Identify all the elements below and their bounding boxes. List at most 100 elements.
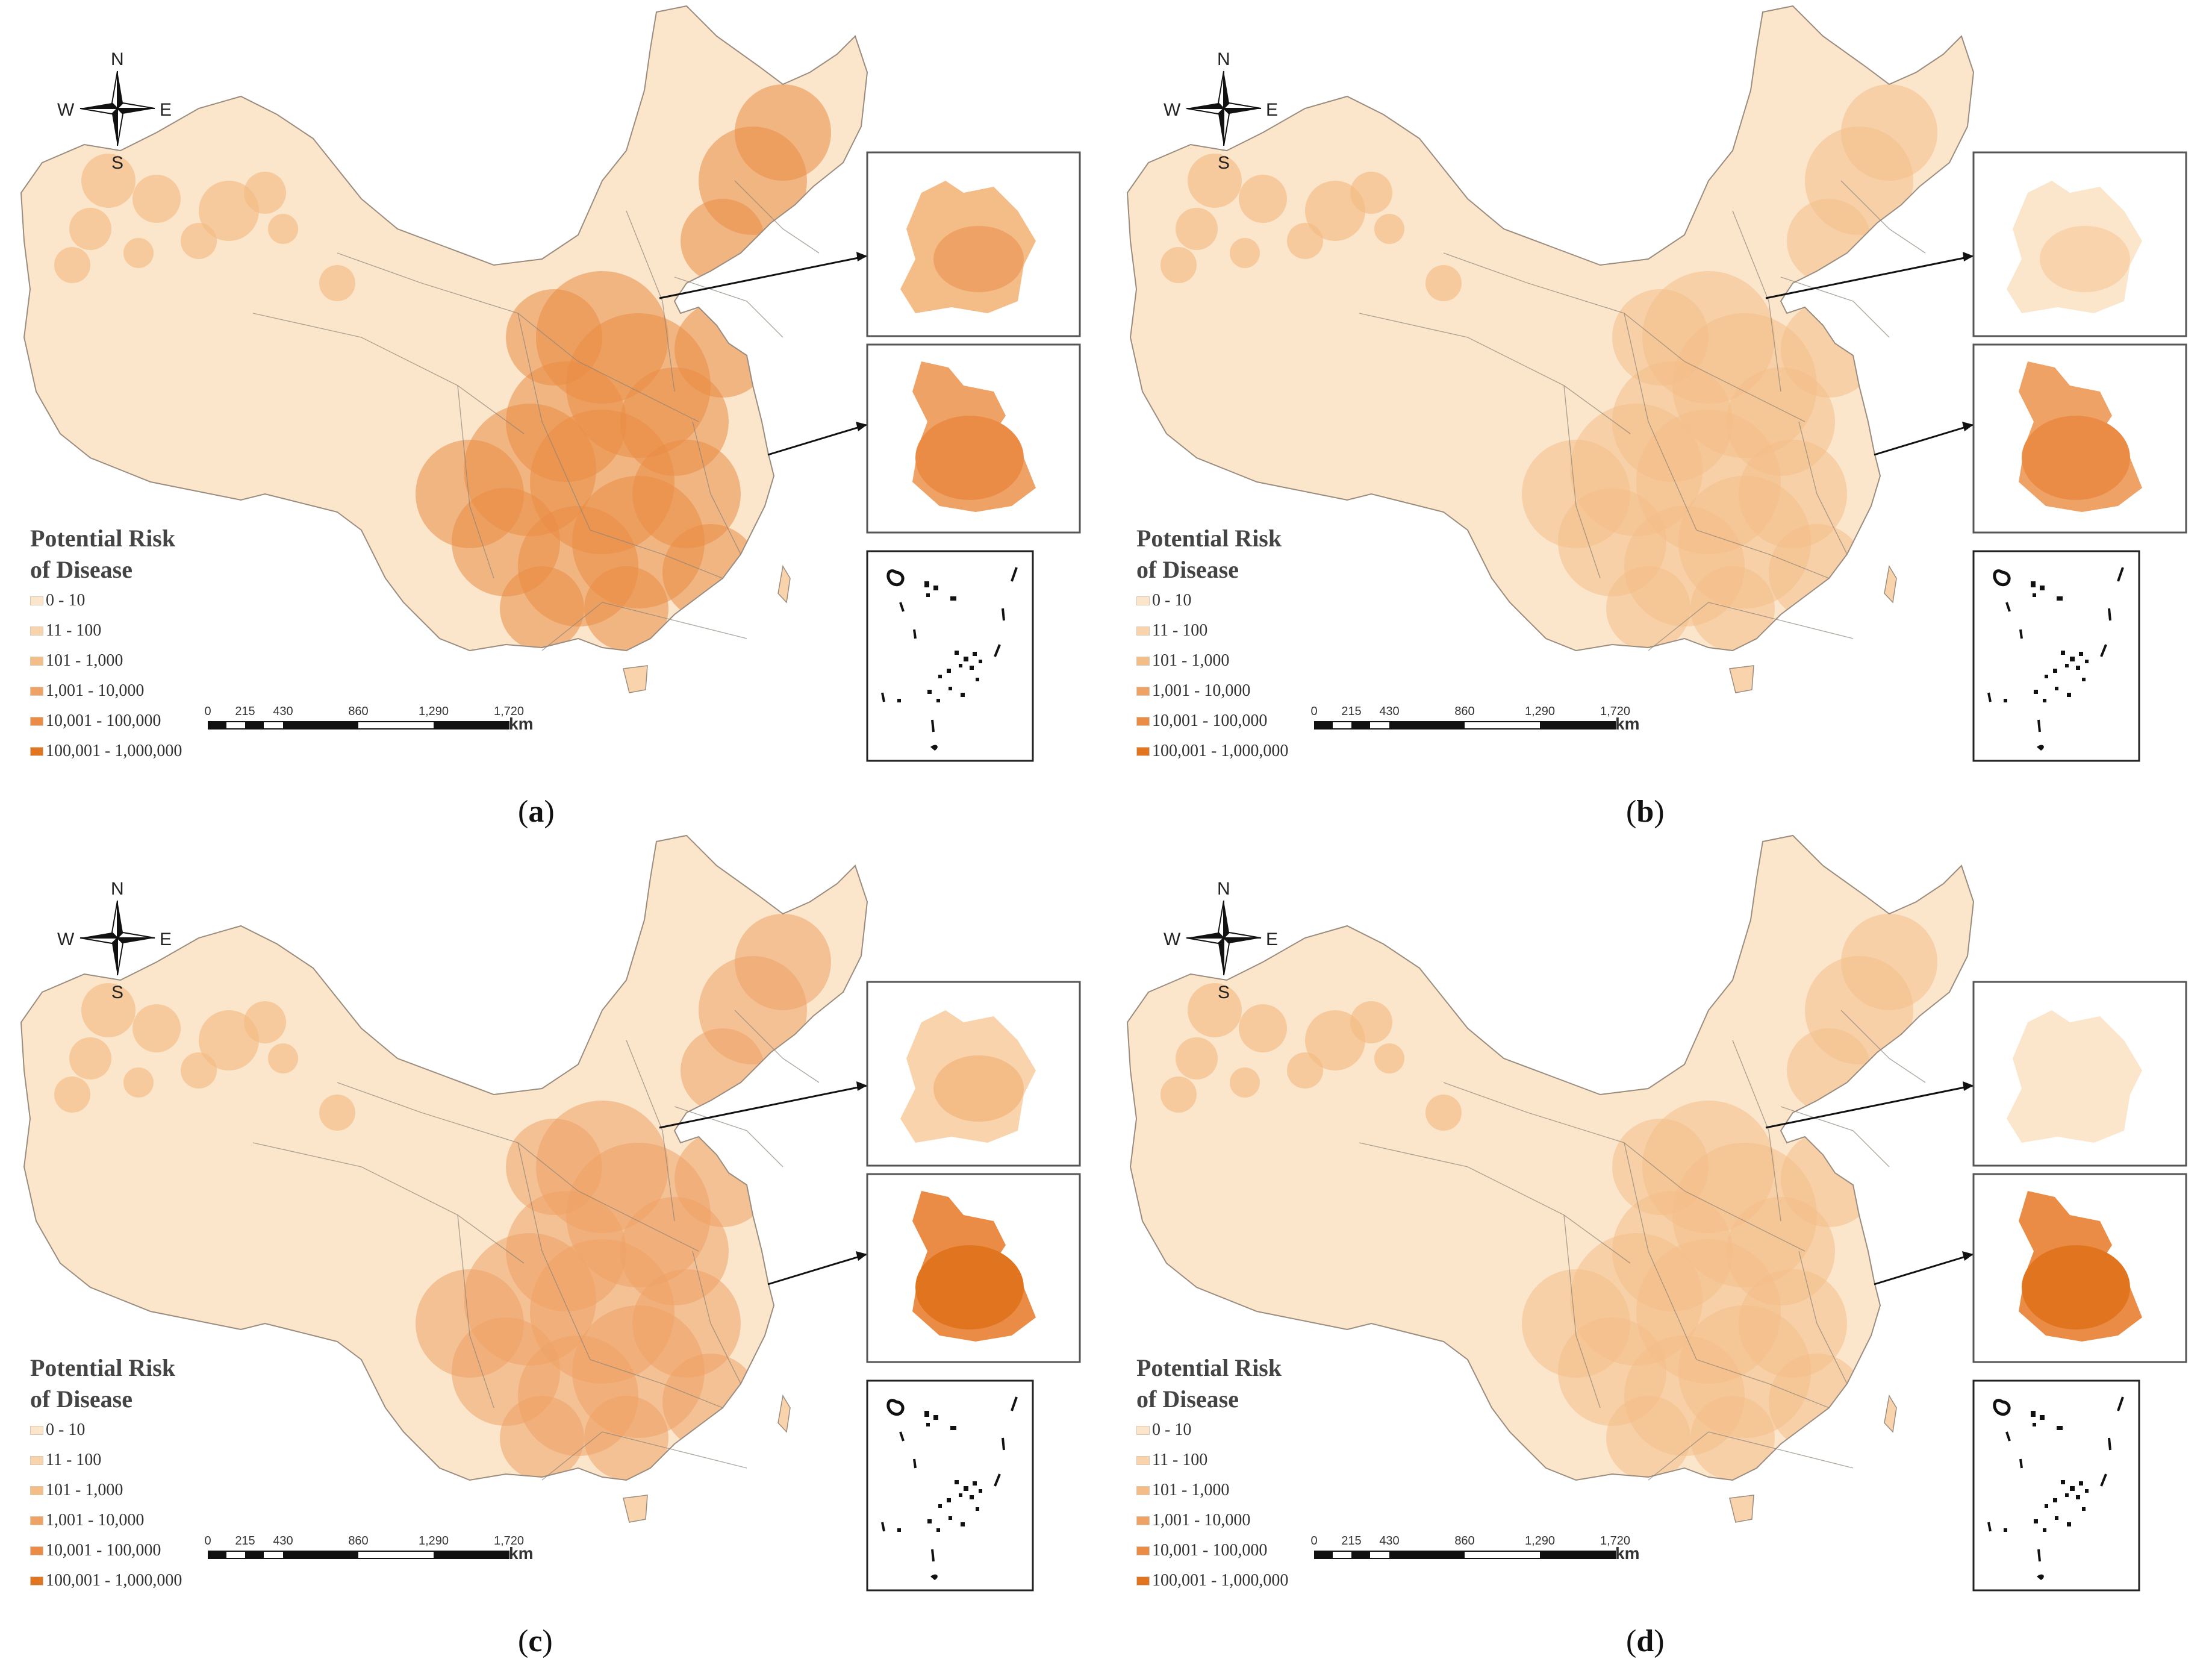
legend-label: 11 - 100 — [46, 621, 102, 640]
legend-label: 10,001 - 100,000 — [46, 711, 161, 730]
legend-title-line1: Potential Risk — [30, 1354, 176, 1381]
legend: Potential Risk of Disease 0 - 10 11 - 100… — [1136, 523, 1288, 766]
risk-hotspot — [1606, 566, 1690, 651]
risk-hotspot — [1230, 1067, 1260, 1098]
scale-tick-label: 430 — [273, 705, 293, 718]
legend-item: 1,001 - 10,000 — [1136, 676, 1288, 706]
risk-hotspot — [416, 1269, 524, 1378]
legend-item: 101 - 1,000 — [30, 646, 182, 676]
legend-swatch — [1136, 1455, 1150, 1465]
legend-item: 100,001 - 1,000,000 — [1136, 736, 1288, 766]
risk-hotspot — [1287, 1052, 1323, 1089]
compass-north-label: N — [1217, 49, 1230, 69]
scale-tick-label: 1,290 — [418, 705, 449, 718]
risk-hotspot — [181, 1052, 217, 1089]
scale-unit: km — [1615, 1544, 1640, 1563]
scale-tick-label: 215 — [235, 1534, 255, 1548]
panel-caption-letter: d — [1636, 1624, 1654, 1658]
risk-hotspot — [506, 1119, 602, 1215]
china-risk-map: N S E W — [1126, 834, 2187, 1592]
risk-hotspot — [1161, 1076, 1197, 1113]
risk-hotspot — [675, 301, 771, 398]
legend-label: 10,001 - 100,000 — [1152, 711, 1268, 730]
legend-label: 1,001 - 10,000 — [46, 1511, 145, 1529]
risk-hotspot — [1606, 1396, 1690, 1480]
legend-swatch — [1136, 686, 1150, 696]
legend-label: 1,001 - 10,000 — [1152, 681, 1251, 700]
legend-item: 11 - 100 — [30, 1445, 182, 1475]
scale-unit: km — [509, 1544, 534, 1563]
legend-swatch — [1136, 716, 1150, 726]
risk-hotspot — [1781, 301, 1877, 398]
inset-beijing — [1972, 981, 2187, 1167]
legend-label: 1,001 - 10,000 — [1152, 1511, 1251, 1529]
risk-hotspot — [1188, 154, 1242, 208]
scale-tick-label: 1,720 — [1600, 1534, 1631, 1548]
map-panel-a: N S E W — [0, 0, 1106, 830]
compass-east-label: E — [1266, 100, 1278, 120]
province-boundaries — [1359, 180, 1926, 651]
legend-swatch — [30, 1425, 43, 1435]
legend-swatch — [1136, 656, 1150, 666]
scale-tick-label: 1,290 — [418, 1534, 449, 1548]
compass-south-label: S — [1218, 983, 1230, 1002]
risk-hotspot — [1841, 84, 1937, 181]
legend-swatch — [1136, 1546, 1150, 1555]
risk-hotspot — [319, 265, 355, 301]
risk-hotspot — [1305, 1010, 1365, 1070]
risk-hotspot — [1350, 1001, 1392, 1043]
scale-tick-label: 1,720 — [493, 705, 525, 718]
risk-hotspot — [268, 1043, 298, 1073]
scale-tick-label: 0 — [1310, 1534, 1318, 1548]
legend-swatch — [30, 746, 43, 756]
taiwan — [777, 1394, 791, 1433]
compass-east-label: E — [1266, 929, 1278, 949]
compass-west-label: W — [1164, 100, 1181, 120]
hainan — [623, 1495, 648, 1523]
beijing-pointer-arrow — [1765, 255, 1974, 299]
legend-label: 10,001 - 100,000 — [1152, 1541, 1268, 1560]
panel-caption: (a) — [518, 795, 555, 829]
legend-label: 101 - 1,000 — [1152, 1481, 1230, 1499]
legend-swatch — [30, 716, 43, 726]
china-risk-map: N S E W — [1126, 5, 2187, 762]
legend-label: 11 - 100 — [46, 1451, 102, 1469]
legend-item: 101 - 1,000 — [30, 1475, 182, 1505]
risk-hotspot — [81, 983, 136, 1037]
legend-title-line1: Potential Risk — [1136, 1354, 1282, 1381]
risk-hotspot — [735, 84, 831, 181]
legend-item: 10,001 - 100,000 — [1136, 706, 1288, 736]
legend-swatch — [30, 686, 43, 696]
legend-item: 101 - 1,000 — [1136, 646, 1288, 676]
risk-hotspot — [1425, 1095, 1462, 1131]
shanghai-pointer-arrow — [1874, 1253, 1974, 1286]
map-panel-d: N S E W — [1106, 830, 2212, 1659]
risk-hotspot — [1425, 265, 1462, 301]
taiwan — [1884, 564, 1897, 604]
legend-label: 10,001 - 100,000 — [46, 1541, 161, 1560]
risk-hotspot — [1239, 1004, 1287, 1052]
legend-item: 100,001 - 1,000,000 — [1136, 1566, 1288, 1596]
risk-hotspot — [662, 1354, 759, 1450]
map-panel-b: N S E W — [1106, 0, 2212, 830]
legend-swatch — [1136, 1576, 1150, 1586]
legend-item: 11 - 100 — [1136, 616, 1288, 646]
legend-label: 11 - 100 — [1152, 1451, 1208, 1469]
scale-bar: 0 215 430 860 1,290 1,720 km — [204, 705, 545, 741]
risk-hotspot — [1230, 238, 1260, 268]
compass-south-label: S — [1218, 153, 1230, 173]
compass-west-label: W — [57, 100, 75, 120]
risk-hotspot — [500, 566, 584, 651]
scale-tick-label: 215 — [1341, 1534, 1362, 1548]
scale-tick-label: 0 — [1310, 705, 1318, 718]
legend-item: 10,001 - 100,000 — [1136, 1536, 1288, 1566]
inset-shanghai — [866, 343, 1081, 534]
legend-label: 0 - 10 — [1152, 1420, 1192, 1439]
legend-item: 100,001 - 1,000,000 — [30, 1566, 182, 1596]
scale-tick-label: 215 — [235, 705, 255, 718]
legend-item: 11 - 100 — [30, 616, 182, 646]
beijing-pointer-arrow — [1765, 1084, 1974, 1129]
legend-swatch — [1136, 596, 1150, 605]
risk-hotspot — [1769, 524, 1865, 620]
legend-item: 101 - 1,000 — [1136, 1475, 1288, 1505]
